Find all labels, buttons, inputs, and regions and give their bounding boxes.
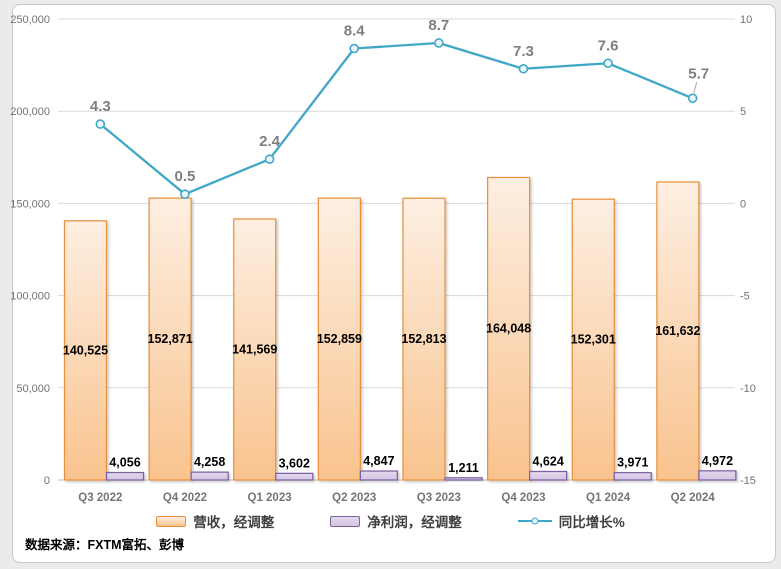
svg-text:0.5: 0.5: [175, 168, 196, 185]
svg-text:7.6: 7.6: [598, 37, 619, 54]
legend-label-growth: 同比增长%: [558, 515, 625, 530]
svg-text:4,258: 4,258: [194, 455, 225, 469]
growth-line-swatch-icon: [517, 517, 552, 525]
svg-text:141,569: 141,569: [232, 342, 277, 356]
svg-text:100,000: 100,000: [10, 291, 50, 303]
legend-item-growth: 同比增长%: [517, 511, 625, 531]
svg-text:Q2 2024: Q2 2024: [671, 492, 716, 504]
svg-text:0: 0: [740, 198, 746, 210]
svg-text:Q3 2023: Q3 2023: [417, 492, 461, 504]
svg-text:Q2 2023: Q2 2023: [332, 492, 376, 504]
svg-text:152,859: 152,859: [317, 332, 362, 346]
svg-text:3,602: 3,602: [279, 456, 310, 470]
legend-item-revenue: 营收，经调整: [156, 511, 274, 531]
svg-text:8.7: 8.7: [428, 17, 449, 34]
svg-text:Q3 2022: Q3 2022: [78, 492, 122, 504]
svg-text:250,000: 250,000: [10, 14, 50, 26]
growth-marker-icon: [531, 517, 539, 525]
svg-text:4,972: 4,972: [702, 454, 733, 468]
svg-text:152,813: 152,813: [401, 332, 446, 346]
svg-text:Q1 2024: Q1 2024: [586, 492, 631, 504]
svg-text:Q4 2022: Q4 2022: [163, 492, 207, 504]
svg-text:0: 0: [44, 475, 50, 487]
legend-item-profit: 净利润，经调整: [330, 511, 462, 531]
svg-text:10: 10: [740, 14, 752, 26]
svg-text:161,632: 161,632: [655, 324, 700, 338]
svg-text:4,847: 4,847: [363, 454, 394, 468]
profit-swatch-icon: [330, 515, 361, 527]
svg-text:152,301: 152,301: [571, 333, 616, 347]
svg-text:5: 5: [740, 106, 746, 118]
svg-text:1,211: 1,211: [448, 461, 479, 475]
svg-text:150,000: 150,000: [10, 198, 50, 210]
svg-text:140,525: 140,525: [63, 343, 108, 357]
legend-label-revenue: 营收，经调整: [193, 515, 275, 530]
revenue-swatch-icon: [156, 515, 187, 527]
svg-text:2.4: 2.4: [259, 133, 281, 150]
svg-text:4,624: 4,624: [532, 454, 563, 468]
svg-text:7.3: 7.3: [513, 43, 534, 60]
svg-text:4,056: 4,056: [109, 456, 140, 470]
svg-text:8.4: 8.4: [344, 23, 366, 40]
svg-text:200,000: 200,000: [10, 106, 50, 118]
svg-text:-5: -5: [740, 291, 750, 303]
svg-text:164,048: 164,048: [486, 322, 531, 336]
chart-panel: [12, 4, 776, 563]
legend-label-profit: 净利润，经调整: [367, 515, 462, 530]
svg-text:152,871: 152,871: [148, 332, 193, 346]
svg-text:-10: -10: [740, 383, 756, 395]
svg-text:5.7: 5.7: [688, 65, 709, 82]
svg-text:3,971: 3,971: [617, 456, 648, 470]
svg-text:50,000: 50,000: [16, 383, 50, 395]
svg-text:4.3: 4.3: [90, 98, 111, 115]
chart-legend: 营收，经调整 净利润，经调整 同比增长%: [0, 511, 781, 531]
svg-text:Q1 2023: Q1 2023: [248, 492, 292, 504]
source-note: 数据来源：FXTM富拓、彭博: [25, 538, 185, 552]
svg-text:-15: -15: [740, 475, 756, 487]
svg-text:Q4 2023: Q4 2023: [501, 492, 545, 504]
